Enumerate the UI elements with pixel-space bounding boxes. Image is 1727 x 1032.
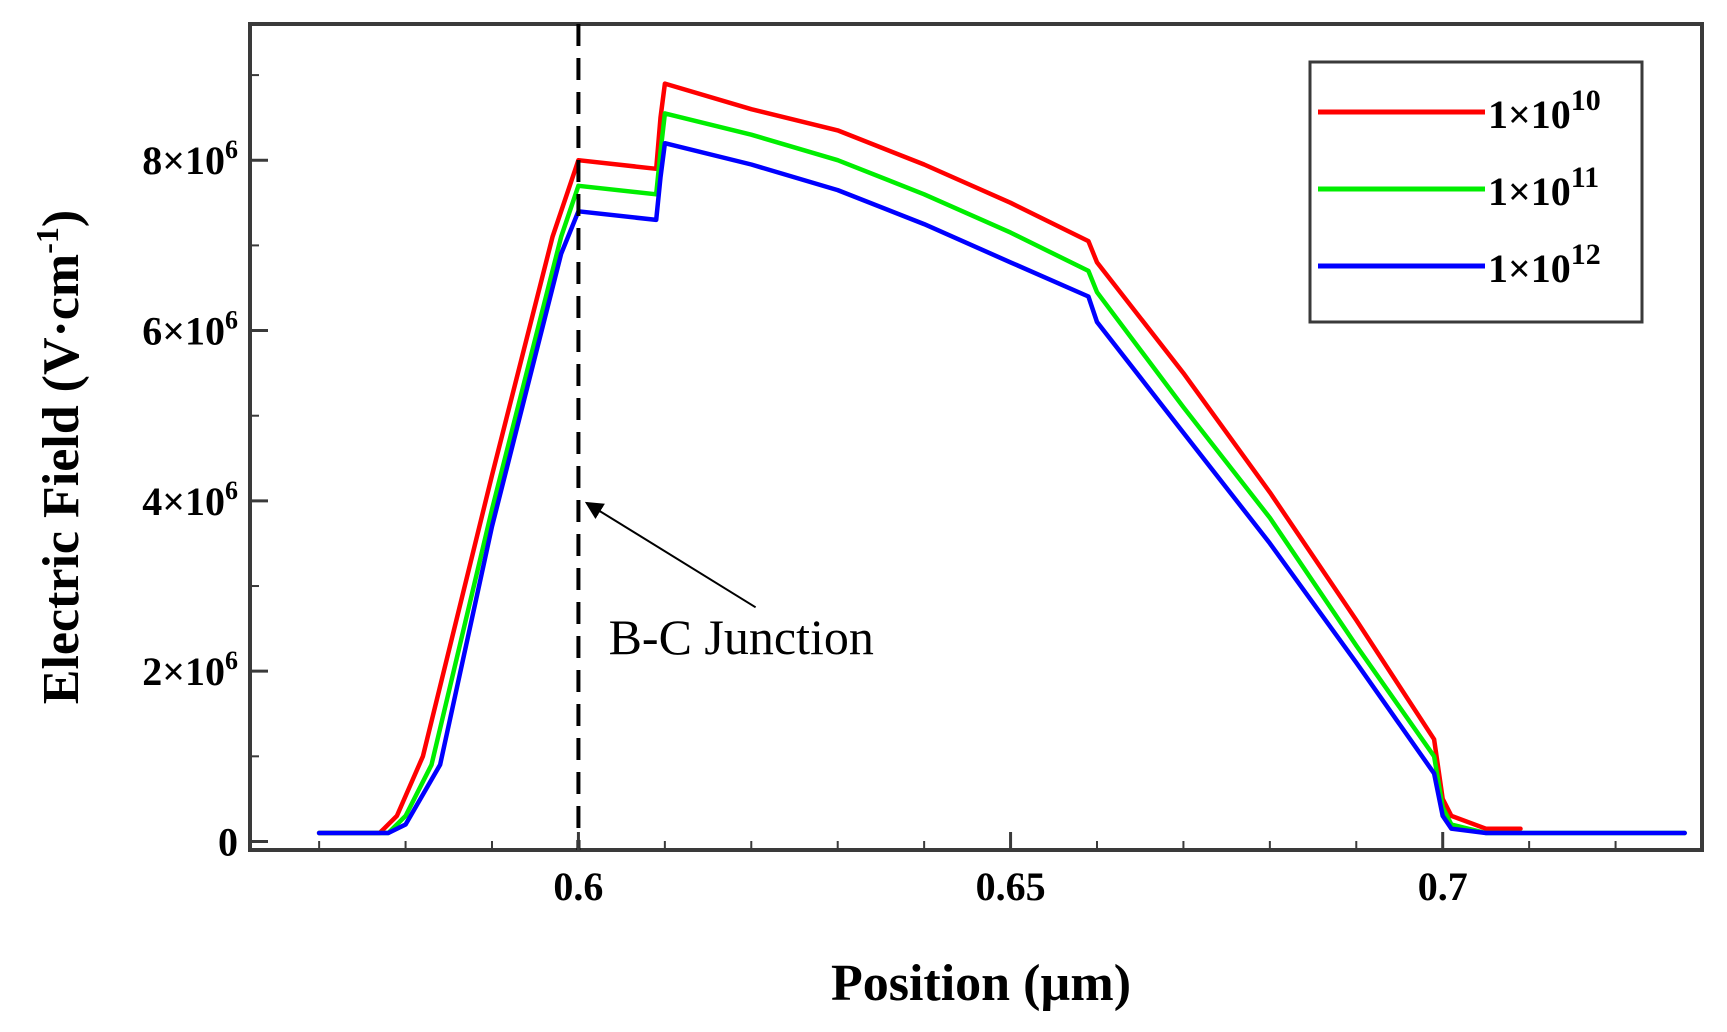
y-tick-label: 8×106 <box>142 135 238 183</box>
series-line-1 <box>316 81 1523 836</box>
legend-label-1: 1×1010 <box>1488 84 1601 137</box>
legend-label-3: 1×1012 <box>1488 238 1601 291</box>
x-tick-label: 0.65 <box>976 864 1046 909</box>
x-tick-label: 0.6 <box>553 864 603 909</box>
y-tick-label: 6×106 <box>142 306 238 354</box>
y-axis-title: Electric Field (V·cm-1) <box>29 210 90 704</box>
series-line-3 <box>316 140 1687 836</box>
annotation-text: B-C Junction <box>609 609 874 665</box>
legend-box <box>1308 60 1644 324</box>
y-tick-label: 0 <box>218 819 238 864</box>
x-axis-title: Position (µm) <box>831 955 1131 1012</box>
x-tick-label: 0.7 <box>1418 864 1468 909</box>
series-line-2 <box>316 111 1687 836</box>
y-tick-label: 2×106 <box>142 646 238 694</box>
legend-label-2: 1×1011 <box>1488 161 1599 214</box>
y-tick-label: 4×106 <box>142 476 238 524</box>
plot-frame <box>248 22 1704 852</box>
annotation-arrow <box>584 501 757 609</box>
